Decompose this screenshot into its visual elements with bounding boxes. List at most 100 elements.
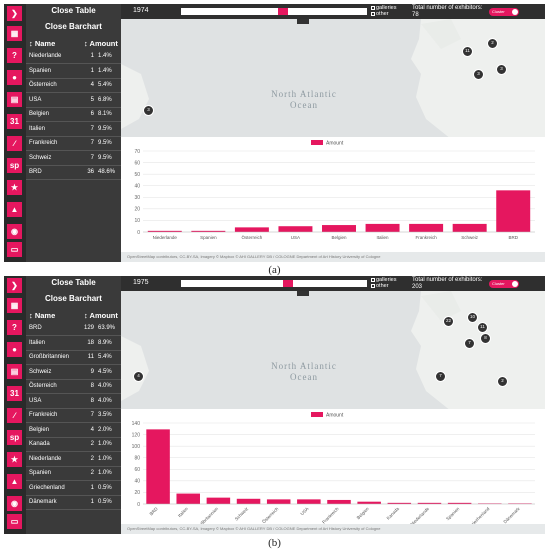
cluster-marker[interactable]: 7 [435, 371, 446, 382]
other-checkbox[interactable]: other [371, 283, 389, 289]
table-row[interactable]: Österreich 8 4.0% [26, 380, 121, 394]
row-count: 2 [90, 470, 94, 476]
table-row[interactable]: Spanien 1 1.4% [26, 65, 121, 79]
sort-amount-header[interactable]: ↕ Amount [84, 39, 118, 48]
table-row[interactable]: Österreich 4 5.4% [26, 79, 121, 93]
calendar-icon[interactable]: 31 [7, 114, 22, 129]
table-row[interactable]: Frankreich 7 9.5% [26, 137, 121, 151]
x-tick-label: USA [291, 235, 300, 240]
galleries-checkbox[interactable]: galleries [371, 5, 396, 11]
slider-handle[interactable] [283, 280, 294, 287]
gallery-map-icon[interactable]: ▦ [7, 26, 22, 41]
special-icon[interactable]: sp [7, 430, 22, 445]
cluster-marker[interactable]: 3 [473, 69, 484, 80]
map[interactable]: North Atlantic Ocean 3 11 2 3 3 [121, 19, 545, 139]
bar [266, 499, 291, 504]
cluster-marker[interactable]: 11 [477, 322, 488, 333]
table-row[interactable]: Italien 7 9.5% [26, 123, 121, 137]
cluster-marker[interactable]: 4 [133, 371, 144, 382]
x-tick-label: Schweiz [461, 235, 479, 240]
lightbulb-icon[interactable]: ● [7, 70, 22, 85]
table-row[interactable]: USA 8 4.0% [26, 395, 121, 409]
slider-handle[interactable] [277, 8, 288, 15]
sort-name-header[interactable]: ↕ Name [29, 311, 56, 320]
city-icon[interactable]: ▲ [7, 474, 22, 489]
collapse-map-toggle[interactable] [297, 291, 309, 296]
cluster-marker[interactable]: 22 [443, 316, 454, 327]
close-barchart-button[interactable]: Close Barchart [45, 294, 102, 303]
table-row[interactable]: BRD 36 48.6% [26, 166, 121, 180]
table-row[interactable]: Griechenland 1 0.5% [26, 482, 121, 496]
table-row[interactable]: Spanien 2 1.0% [26, 467, 121, 481]
cluster-marker[interactable]: 8 [480, 333, 491, 344]
bar [206, 497, 231, 504]
year-slider[interactable] [181, 8, 367, 15]
table-row[interactable]: Schweiz 7 9.5% [26, 152, 121, 166]
y-tick-label: 70 [134, 149, 140, 155]
x-tick-label: Schweiz [234, 506, 250, 522]
row-percent: 9.5% [98, 154, 112, 161]
close-barchart-button[interactable]: Close Barchart [45, 22, 102, 31]
table-row[interactable]: Niederlande 1 1.4% [26, 50, 121, 64]
row-name: Frankreich [29, 412, 58, 418]
cluster-toggle[interactable]: Cluster [489, 8, 519, 16]
cluster-marker[interactable]: 7 [464, 338, 475, 349]
gallery-map-icon[interactable]: ▦ [7, 298, 22, 313]
galleries-checkbox[interactable]: galleries [371, 277, 396, 283]
table-row[interactable]: Belgien 6 8.1% [26, 108, 121, 122]
trophy-icon[interactable]: ★ [7, 452, 22, 467]
cluster-marker[interactable]: 3 [143, 105, 154, 116]
bar [322, 225, 356, 232]
book-icon[interactable]: ▭ [7, 242, 22, 257]
document-icon[interactable]: ▤ [7, 92, 22, 107]
table-row[interactable]: Italien 18 8.9% [26, 337, 121, 351]
book-icon[interactable]: ▭ [7, 514, 22, 529]
globe-icon[interactable]: ◉ [7, 496, 22, 511]
y-tick-label: 140 [132, 421, 141, 427]
question-icon[interactable]: ? [7, 48, 22, 63]
calendar-icon[interactable]: 31 [7, 386, 22, 401]
close-table-button[interactable]: Close Table [51, 6, 96, 15]
x-tick-label: Belgien [331, 235, 347, 240]
table-row[interactable]: Kanada 2 1.0% [26, 438, 121, 452]
y-tick-label: 80 [134, 456, 140, 462]
table-row[interactable]: BRD 129 63.9% [26, 322, 121, 336]
row-percent: 5.4% [98, 82, 112, 88]
bar [176, 493, 200, 504]
cluster-marker[interactable]: 3 [496, 64, 507, 75]
table-row[interactable]: Niederlande 2 1.0% [26, 453, 121, 467]
cluster-marker[interactable]: 10 [467, 312, 478, 323]
table-row[interactable]: Großbritannien 11 5.4% [26, 351, 121, 365]
collapse-map-toggle[interactable] [297, 19, 309, 24]
city-icon[interactable]: ▲ [7, 202, 22, 217]
table-row[interactable]: Belgien 4 2.0% [26, 424, 121, 438]
table-row[interactable]: Schweiz 9 4.5% [26, 366, 121, 380]
lightbulb-icon[interactable]: ● [7, 342, 22, 357]
slash-icon[interactable]: ∕ [7, 408, 22, 423]
sort-name-header[interactable]: ↕ Name [29, 39, 56, 48]
row-percent: 5.4% [98, 354, 112, 360]
cluster-marker[interactable]: 11 [462, 46, 473, 57]
year-slider[interactable] [181, 280, 367, 287]
cluster-marker[interactable]: 2 [487, 38, 498, 49]
globe-icon[interactable]: ◉ [7, 224, 22, 239]
table-row[interactable]: USA 5 6.8% [26, 94, 121, 108]
special-icon[interactable]: sp [7, 158, 22, 173]
row-count: 1 [90, 484, 94, 491]
sort-amount-header[interactable]: ↕ Amount [84, 311, 118, 320]
cluster-toggle[interactable]: Cluster [489, 280, 519, 288]
expand-arrow-icon[interactable]: ❯ [7, 6, 22, 21]
bar [365, 223, 400, 232]
question-icon[interactable]: ? [7, 320, 22, 335]
map[interactable]: North Atlantic Ocean 22 10 8 7 11 4 7 2 [121, 291, 545, 411]
other-checkbox[interactable]: other [371, 11, 389, 17]
close-table-button[interactable]: Close Table [51, 278, 96, 287]
table-row[interactable]: Dänemark 1 0.5% [26, 496, 121, 510]
table-row[interactable]: Frankreich 7 3.5% [26, 409, 121, 423]
expand-arrow-icon[interactable]: ❯ [7, 278, 22, 293]
legend-label: Amount [326, 413, 344, 419]
cluster-marker[interactable]: 2 [497, 376, 508, 387]
slash-icon[interactable]: ∕ [7, 136, 22, 151]
trophy-icon[interactable]: ★ [7, 180, 22, 195]
document-icon[interactable]: ▤ [7, 364, 22, 379]
